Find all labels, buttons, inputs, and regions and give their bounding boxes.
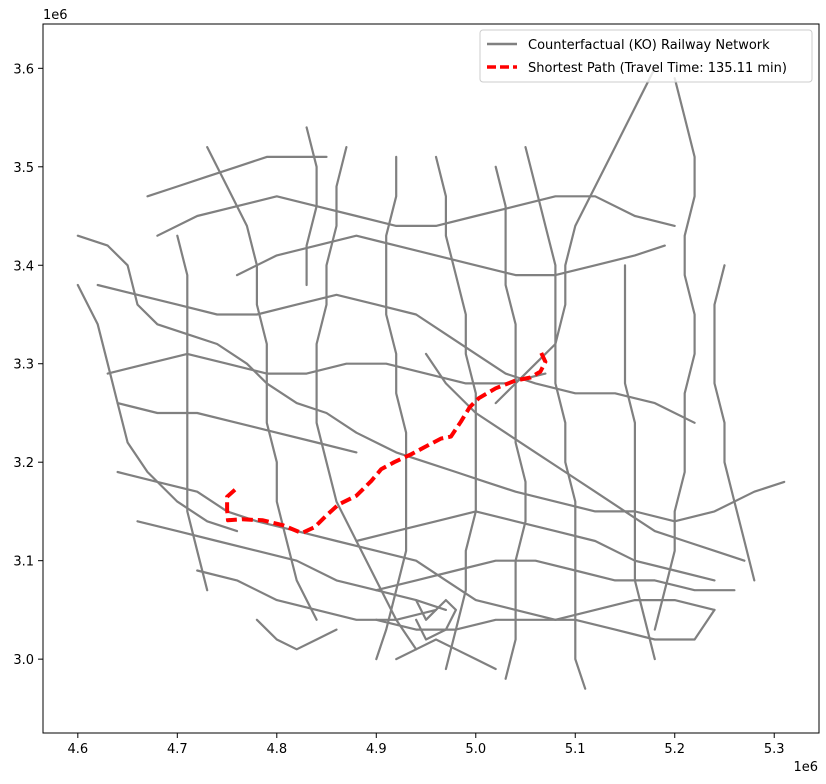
railway-line [305, 126, 318, 287]
shortest-path [225, 348, 548, 536]
y-tick-label: 3.5 [13, 161, 34, 176]
legend: Counterfactual (KO) Railway Network Shor… [479, 29, 813, 83]
y-tick-label: 3.1 [13, 555, 34, 570]
legend-box [479, 29, 813, 83]
railway-line [76, 283, 239, 533]
railway-line [494, 67, 656, 405]
railway-line [395, 638, 497, 671]
x-tick-label: 4.9 [366, 742, 387, 757]
railway-line [494, 165, 527, 680]
railway-line [315, 146, 418, 651]
x-tick-label: 5.3 [764, 742, 785, 757]
railway-line [415, 598, 457, 641]
x-axis: 4.6 4.7 4.8 4.9 5.0 5.1 5.2 5.3 [67, 733, 785, 757]
legend-label-network: Counterfactual (KO) Railway Network [528, 38, 770, 53]
railway-line [116, 402, 358, 454]
y-tick-label: 3.4 [13, 259, 34, 274]
railway-line [375, 155, 408, 661]
y-tick-label: 3.0 [13, 653, 34, 668]
railway-line [524, 146, 587, 690]
legend-label-path: Shortest Path (Travel Time: 135.11 min) [528, 61, 787, 76]
railway-line [355, 510, 716, 582]
x-tick-label: 4.8 [266, 742, 287, 757]
railway-line [76, 234, 786, 523]
y-tick-label: 3.2 [13, 456, 34, 471]
shortest-path-line [225, 348, 548, 536]
x-tick-label: 4.7 [167, 742, 188, 757]
railway-line [96, 283, 696, 424]
y-offset-label: 1e6 [43, 8, 68, 23]
y-tick-label: 3.6 [13, 62, 34, 77]
railway-line [713, 264, 756, 582]
x-tick-label: 5.0 [465, 742, 486, 757]
railway-line [235, 234, 666, 277]
railway-line [136, 520, 447, 612]
railway-line [375, 608, 716, 641]
y-axis: 3.0 3.1 3.2 3.3 3.4 3.5 3.6 [13, 62, 43, 668]
x-tick-label: 4.6 [67, 742, 88, 757]
railway-network [76, 67, 786, 690]
x-tick-label: 5.2 [664, 742, 685, 757]
railway-line [623, 264, 656, 661]
railway-line [206, 146, 318, 621]
railway-line [176, 234, 209, 592]
y-tick-label: 3.3 [13, 358, 34, 373]
railway-line [255, 618, 338, 651]
railway-line [146, 155, 328, 198]
railway-line [116, 470, 716, 621]
railway-line [156, 195, 676, 237]
railway-line [375, 559, 736, 592]
x-offset-label: 1e6 [793, 760, 818, 775]
x-tick-label: 5.1 [565, 742, 586, 757]
plot-frame [42, 23, 820, 734]
